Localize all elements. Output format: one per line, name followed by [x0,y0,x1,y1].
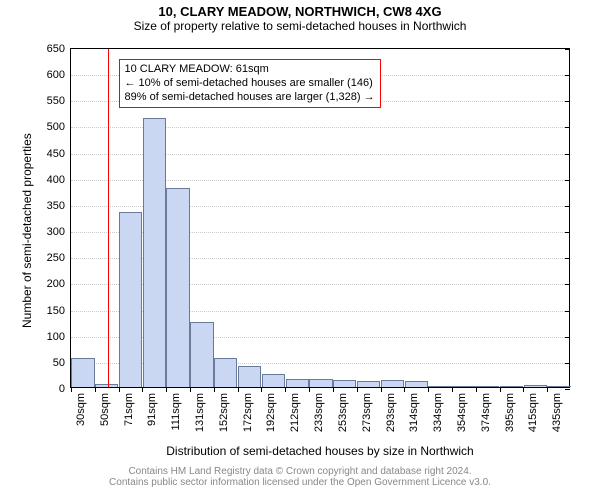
y-tick-label: 550 [47,95,71,107]
x-tick-label: 152sqm [218,387,230,432]
x-tick-mark [500,387,501,392]
histogram-bar [214,358,237,387]
x-tick-label: 314sqm [408,387,420,432]
y-tick-mark [565,258,570,259]
histogram-bar [143,118,166,387]
x-tick-label: 30sqm [75,387,87,426]
x-tick-mark [190,387,191,392]
x-tick-mark [285,387,286,392]
y-tick-mark [565,232,570,233]
chart-title: 10, CLARY MEADOW, NORTHWICH, CW8 4XG [0,4,600,19]
x-tick-label: 111sqm [170,387,182,431]
histogram-bar [286,379,309,387]
chart-plot-area: 0501001502002503003504004505005506006503… [70,48,570,388]
histogram-bar [333,380,356,387]
y-tick-mark [565,206,570,207]
x-axis-label: Distribution of semi-detached houses by … [70,444,570,458]
x-tick-label: 415sqm [527,387,539,432]
x-tick-label: 212sqm [289,387,301,432]
y-tick-mark [565,284,570,285]
x-tick-mark [523,387,524,392]
annotation-line: 89% of semi-detached houses are larger (… [125,91,375,105]
x-tick-label: 192sqm [265,387,277,432]
x-tick-mark [119,387,120,392]
y-tick-mark [565,311,570,312]
footer-line-2: Contains public sector information licen… [0,477,600,488]
annotation-box: 10 CLARY MEADOW: 61sqm← 10% of semi-deta… [119,59,381,108]
y-tick-mark [565,389,570,390]
y-tick-label: 400 [47,174,71,186]
y-tick-mark [565,127,570,128]
y-tick-label: 650 [47,43,71,55]
y-tick-mark [565,49,570,50]
y-tick-label: 100 [47,331,71,343]
y-tick-label: 300 [47,226,71,238]
x-tick-mark [452,387,453,392]
chart-subtitle: Size of property relative to semi-detach… [0,19,600,33]
x-tick-mark [142,387,143,392]
y-tick-label: 0 [59,383,71,395]
y-tick-mark [565,180,570,181]
x-tick-mark [476,387,477,392]
y-tick-mark [565,154,570,155]
x-tick-mark [404,387,405,392]
x-tick-mark [238,387,239,392]
y-tick-label: 350 [47,200,71,212]
x-tick-label: 50sqm [99,387,111,426]
x-tick-label: 354sqm [456,387,468,432]
y-tick-label: 50 [53,357,71,369]
x-tick-label: 435sqm [551,387,563,432]
x-tick-label: 273sqm [361,387,373,432]
footer-attribution: Contains HM Land Registry data © Crown c… [0,466,600,488]
y-tick-label: 150 [47,305,71,317]
x-tick-mark [71,387,72,392]
histogram-bar [262,374,285,387]
x-tick-mark [95,387,96,392]
histogram-bar [71,358,94,387]
annotation-line: ← 10% of semi-detached houses are smalle… [125,77,375,91]
y-axis-label: Number of semi-detached properties [20,133,34,328]
x-tick-label: 293sqm [385,387,397,432]
histogram-bar [190,322,213,387]
x-tick-label: 71sqm [123,387,135,426]
x-tick-label: 253sqm [337,387,349,432]
y-tick-label: 600 [47,69,71,81]
x-tick-label: 91sqm [146,387,158,426]
x-tick-mark [214,387,215,392]
x-tick-mark [261,387,262,392]
x-tick-label: 233sqm [313,387,325,432]
y-tick-mark [565,75,570,76]
histogram-bar [119,212,142,387]
x-tick-mark [357,387,358,392]
y-tick-mark [565,363,570,364]
x-tick-mark [166,387,167,392]
x-tick-mark [309,387,310,392]
footer-line-1: Contains HM Land Registry data © Crown c… [0,466,600,477]
x-tick-mark [547,387,548,392]
histogram-bar [166,188,189,387]
y-tick-label: 450 [47,148,71,160]
y-tick-mark [565,337,570,338]
histogram-bar [309,379,332,387]
y-tick-label: 250 [47,252,71,264]
annotation-line: 10 CLARY MEADOW: 61sqm [125,63,375,77]
x-tick-label: 172sqm [242,387,254,432]
x-tick-label: 131sqm [194,387,206,432]
property-marker-line [108,49,109,387]
histogram-bar [238,366,261,387]
histogram-bar [381,380,404,387]
x-tick-mark [428,387,429,392]
y-tick-mark [565,101,570,102]
x-tick-label: 395sqm [504,387,516,432]
x-tick-mark [333,387,334,392]
x-tick-label: 374sqm [480,387,492,432]
x-tick-mark [381,387,382,392]
x-tick-label: 334sqm [432,387,444,432]
y-tick-label: 200 [47,278,71,290]
y-tick-label: 500 [47,121,71,133]
